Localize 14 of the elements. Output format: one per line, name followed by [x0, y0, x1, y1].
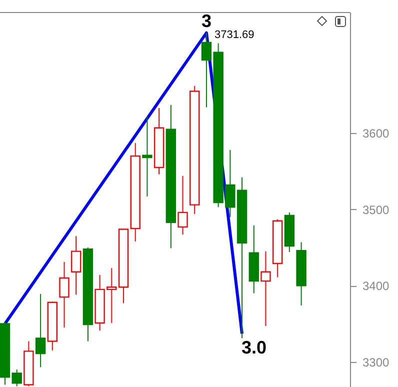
- candlestick: [142, 116, 152, 197]
- candlestick: [35, 294, 46, 368]
- annotation: 3.0: [242, 338, 267, 358]
- annotation: 3731.69: [214, 28, 254, 41]
- y-tick-label: 3400: [362, 279, 390, 294]
- candlestick: [12, 368, 22, 387]
- candlestick: [260, 250, 271, 327]
- y-tick-label: 3600: [362, 126, 390, 141]
- candlestick: [178, 175, 188, 236]
- candlestick: [71, 236, 82, 296]
- y-tick-label: 3500: [362, 202, 390, 217]
- candlestick: [59, 262, 70, 328]
- y-tick-label: 3300: [362, 355, 390, 370]
- annotation: 3: [201, 10, 212, 31]
